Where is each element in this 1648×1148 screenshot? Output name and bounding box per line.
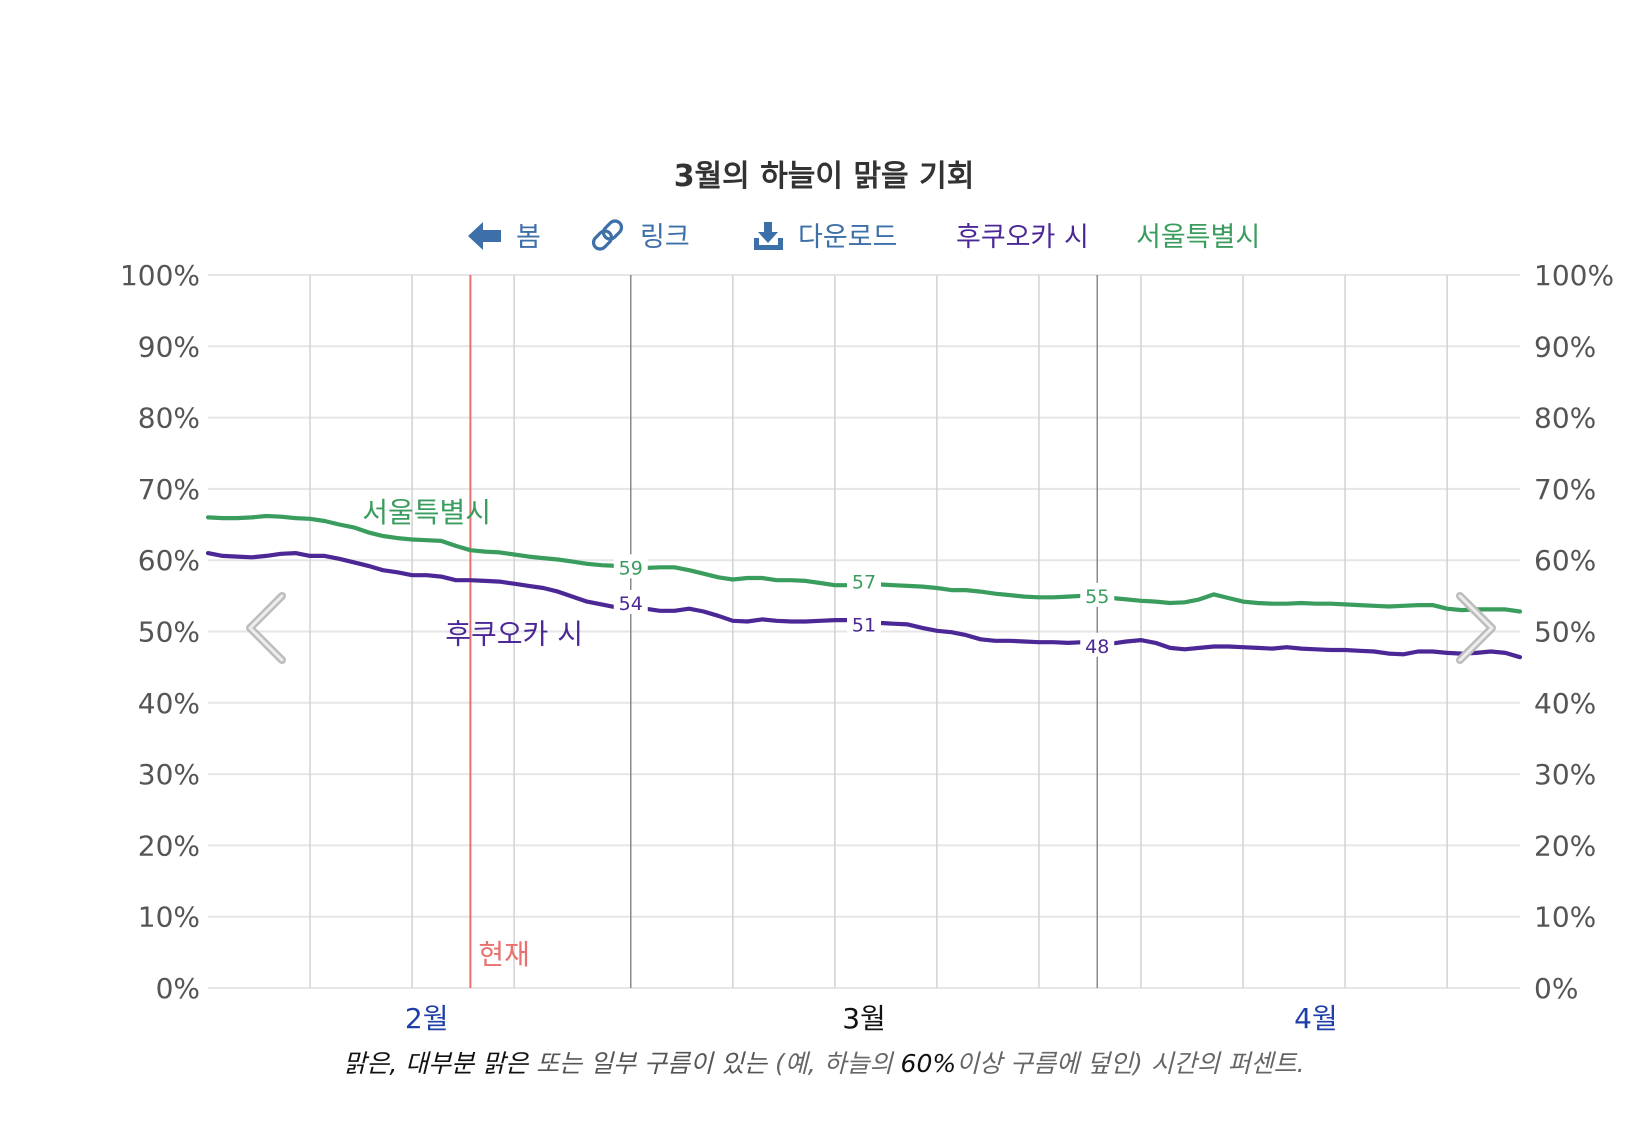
grid — [208, 274, 1520, 989]
point-label: 54 — [619, 593, 643, 615]
point-label-bg — [613, 589, 648, 614]
y-tick-label-left: 80% — [138, 402, 200, 435]
now-label: 현재 — [478, 938, 530, 971]
month-label: 4월 — [1294, 1002, 1338, 1035]
y-tick-label-left: 60% — [138, 544, 200, 577]
series-line-seoul — [205, 513, 1523, 614]
previous-month-button[interactable] — [246, 592, 286, 664]
y-axis-left: 0% 10% 20% 30% 40% 50% 60% 70% 80% 90% 100% — [120, 259, 200, 1005]
download-icon — [754, 222, 783, 250]
series: 54 51 48 후쿠오카 시 59 57 55 서울특별시 — [205, 496, 1523, 660]
point-label: 57 — [852, 572, 876, 594]
chart-caption: 맑은, 대부분 맑은 또는 일부 구름이 있는 (예, 하늘의 60%이상 구름… — [343, 1049, 1304, 1078]
y-tick-label-left: 100% — [120, 259, 200, 292]
y-tick-label-right: 30% — [1534, 758, 1596, 791]
chevron-right-icon-highlight — [1458, 594, 1494, 662]
caption-part-partly: 또는 일부 구름이 있는 — [528, 1049, 769, 1078]
permalink-link[interactable]: 링크 — [591, 218, 690, 253]
series-label-seoul: 서울특별시 — [362, 496, 491, 529]
point-label: 55 — [1085, 586, 1109, 608]
y-tick-label-left: 90% — [138, 330, 200, 363]
y-tick-label-left: 20% — [138, 829, 200, 862]
y-tick-label-left: 30% — [138, 758, 200, 791]
y-tick-label-left: 50% — [138, 616, 200, 649]
legend-seoul: 서울특별시 — [1136, 222, 1260, 253]
y-tick-label-right: 10% — [1534, 901, 1596, 934]
y-tick-label-left: 10% — [138, 901, 200, 934]
caption-part-clear: 맑은, 대부분 맑은 — [343, 1049, 529, 1078]
download-label: 다운로드 — [798, 222, 897, 253]
point-label-bg — [613, 554, 648, 579]
chevron-left-icon-highlight — [248, 594, 284, 662]
point-label-bg — [847, 611, 881, 636]
y-tick-label-left: 70% — [138, 473, 200, 506]
y-tick-label-right: 60% — [1534, 544, 1596, 577]
chain-link-icon — [591, 219, 624, 251]
permalink-label: 링크 — [640, 222, 690, 253]
y-tick-label-right: 70% — [1534, 473, 1596, 506]
markers: 현재 — [469, 275, 1098, 988]
left-arrow-icon — [468, 222, 501, 250]
y-tick-label-right: 40% — [1534, 687, 1596, 720]
download-link[interactable]: 다운로드 — [754, 222, 897, 253]
point-label-bg — [847, 568, 881, 593]
caption-part-example: (예, 하늘의 — [767, 1049, 895, 1078]
caption-part-percent: 60% — [893, 1049, 957, 1078]
series-label-fukuoka: 후쿠오카 시 — [445, 618, 583, 651]
x-axis: 2월 3월 4월 — [405, 1002, 1338, 1035]
chevron-left-icon — [246, 592, 286, 664]
y-tick-label-left: 40% — [138, 687, 200, 720]
y-tick-label-right: 50% — [1534, 616, 1596, 649]
home-link[interactable]: 봄 — [468, 222, 541, 253]
y-tick-label-right: 80% — [1534, 402, 1596, 435]
y-tick-label-right: 90% — [1534, 330, 1596, 363]
point-label: 59 — [619, 557, 643, 579]
y-axis-right: 0% 10% 20% 30% 40% 50% 60% 70% 80% 90% 100% — [1534, 259, 1614, 1005]
point-label: 48 — [1085, 636, 1109, 658]
y-tick-label-left: 0% — [156, 972, 200, 1005]
y-tick-label-right: 100% — [1534, 259, 1614, 292]
month-label: 3월 — [842, 1002, 886, 1035]
point-label-bg — [1080, 582, 1115, 607]
caption-part-rest: 이상 구름에 덮인) 시간의 퍼센트. — [956, 1049, 1305, 1078]
home-link-label: 봄 — [516, 222, 541, 253]
next-month-button[interactable] — [1456, 592, 1496, 664]
legend-fukuoka: 후쿠오카 시 — [956, 222, 1089, 253]
chart-title: 3월의 하늘이 맑을 기회 — [674, 159, 975, 194]
y-tick-label-right: 20% — [1534, 829, 1596, 862]
month-label: 2월 — [405, 1002, 449, 1035]
point-label: 51 — [852, 614, 876, 636]
point-label-bg — [1080, 632, 1115, 657]
y-tick-label-right: 0% — [1534, 972, 1578, 1005]
